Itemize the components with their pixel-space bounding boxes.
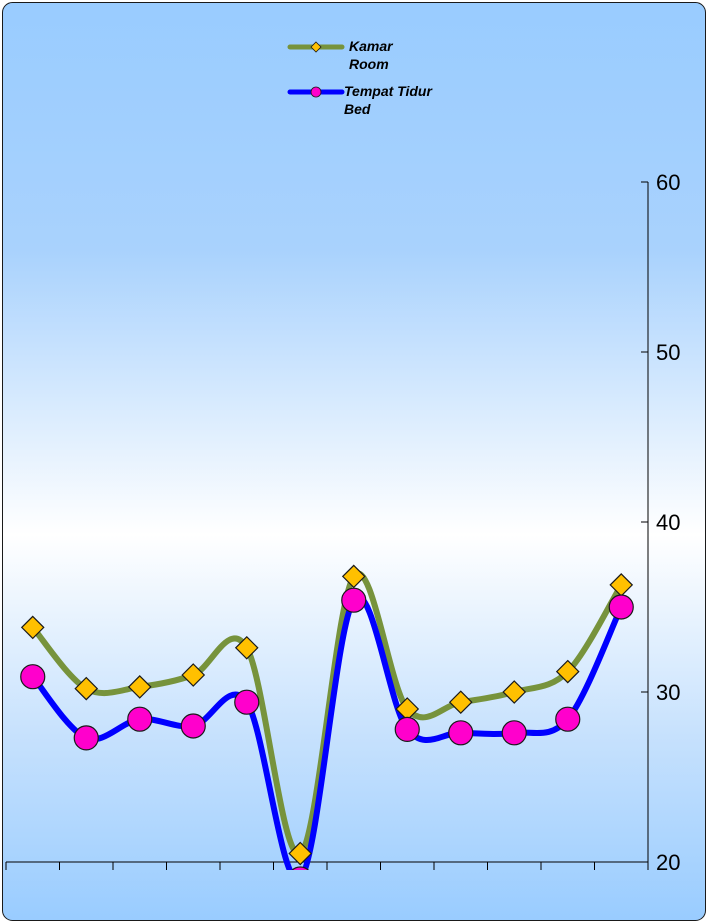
data-point-kamar [127,675,152,699]
x-axis [5,861,649,870]
data-point-kamar [74,676,99,701]
plot-area [20,564,634,870]
data-point-tempat-tidur [555,706,581,732]
data-point-tempat-tidur [341,587,367,613]
data-point-tempat-tidur [20,664,46,690]
data-point-kamar [555,659,580,684]
y-axis: 20 30 40 50 60 [641,170,680,875]
data-point-kamar [448,690,473,715]
data-point-kamar [234,635,259,660]
data-point-tempat-tidur [608,594,634,620]
data-point-kamar [181,663,206,687]
legend-label-kamar: Kamar [349,38,394,54]
legend-label-kamar: Room [349,56,389,72]
data-point-tempat-tidur [291,866,310,870]
legend-label-tempat-tidur: Tempat Tidur [344,83,433,99]
data-point-tempat-tidur [180,713,206,739]
legend: Kamar Room Tempat Tidur Bed [287,38,433,117]
data-point-kamar [502,680,527,704]
data-point-tempat-tidur [394,716,420,743]
data-point-tempat-tidur [501,720,527,746]
data-point-kamar [288,841,313,866]
y-tick-label: 60 [656,170,680,195]
y-tick-label: 20 [656,850,680,875]
data-point-kamar [341,564,366,589]
y-tick-label: 40 [656,510,680,535]
data-point-tempat-tidur [73,725,99,751]
legend-label-tempat-tidur: Bed [344,101,371,117]
data-point-tempat-tidur [127,706,153,732]
data-point-tempat-tidur [448,720,474,746]
data-point-tempat-tidur [234,689,260,715]
legend-swatch-marker-tempat-tidur [310,86,322,98]
y-tick-label: 50 [656,340,680,365]
data-point-kamar [20,615,45,640]
legend-swatch-marker-kamar [310,41,322,53]
y-tick-label: 30 [656,680,680,705]
